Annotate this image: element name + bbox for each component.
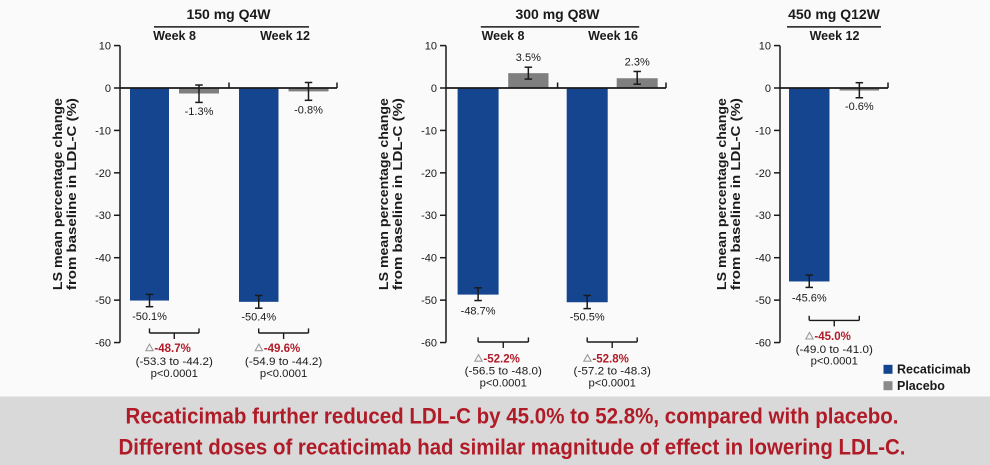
svg-text:-60: -60	[95, 337, 111, 349]
svg-text:-48.7%: -48.7%	[461, 306, 496, 318]
svg-text:-50.5%: -50.5%	[570, 312, 605, 324]
svg-text:Week 8: Week 8	[153, 29, 196, 43]
svg-text:p<0.0001: p<0.0001	[480, 377, 527, 389]
svg-text:-48.7%: -48.7%	[154, 343, 190, 355]
svg-text:Recaticimab: Recaticimab	[897, 363, 971, 377]
svg-text:-0.6%: -0.6%	[845, 101, 874, 113]
svg-text:-40: -40	[421, 253, 437, 265]
svg-text:-45.6%: -45.6%	[792, 292, 827, 304]
svg-text:Different doses of recaticimab: Different doses of recaticimab had simil…	[119, 435, 906, 460]
svg-text:-50: -50	[95, 295, 111, 307]
svg-text:Week 12: Week 12	[810, 29, 860, 43]
svg-text:0: 0	[765, 83, 771, 95]
svg-text:-20: -20	[421, 168, 437, 180]
svg-text:(-53.3 to -44.2): (-53.3 to -44.2)	[136, 356, 213, 368]
svg-text:(-54.9 to -44.2): (-54.9 to -44.2)	[245, 356, 322, 368]
svg-text:-52.2%: -52.2%	[483, 353, 519, 365]
svg-text:-10: -10	[755, 125, 771, 137]
svg-text:LS mean percentage change: LS mean percentage change	[714, 98, 729, 290]
svg-text:-10: -10	[95, 125, 111, 137]
svg-text:-30: -30	[755, 210, 771, 222]
svg-text:-20: -20	[95, 168, 111, 180]
svg-text:-60: -60	[755, 337, 771, 349]
svg-text:-1.3%: -1.3%	[185, 106, 214, 118]
svg-text:2.3%: 2.3%	[625, 56, 650, 68]
svg-text:-30: -30	[421, 210, 437, 222]
svg-text:10: 10	[759, 40, 771, 52]
svg-text:-45.0%: -45.0%	[814, 331, 850, 343]
svg-text:150 mg Q4W: 150 mg Q4W	[186, 6, 271, 22]
svg-text:0: 0	[431, 83, 437, 95]
svg-text:Placebo: Placebo	[897, 379, 945, 393]
svg-text:-20: -20	[755, 168, 771, 180]
svg-text:from baseline in LDL-C (%): from baseline in LDL-C (%)	[728, 98, 743, 290]
svg-text:Week 8: Week 8	[482, 29, 525, 43]
svg-text:-40: -40	[95, 253, 111, 265]
svg-text:-49.6%: -49.6%	[264, 343, 300, 355]
svg-text:-50: -50	[421, 295, 437, 307]
svg-text:300 mg Q8W: 300 mg Q8W	[515, 6, 600, 22]
svg-text:-50: -50	[755, 295, 771, 307]
svg-text:(-57.2 to -48.3): (-57.2 to -48.3)	[574, 366, 651, 378]
svg-text:LS mean percentage change: LS mean percentage change	[50, 98, 65, 290]
svg-text:-40: -40	[755, 253, 771, 265]
svg-text:-30: -30	[95, 210, 111, 222]
svg-text:-60: -60	[421, 337, 437, 349]
svg-text:p<0.0001: p<0.0001	[151, 368, 198, 380]
svg-text:-50.1%: -50.1%	[132, 311, 167, 323]
svg-text:from baseline in LDL-C (%): from baseline in LDL-C (%)	[390, 98, 405, 290]
svg-text:-0.8%: -0.8%	[294, 105, 323, 117]
svg-text:Recaticimab further reduced LD: Recaticimab further reduced LDL-C by 45.…	[126, 404, 899, 429]
svg-text:-52.8%: -52.8%	[592, 353, 628, 365]
svg-text:p<0.0001: p<0.0001	[811, 355, 858, 367]
svg-text:Week 12: Week 12	[260, 29, 310, 43]
svg-text:450 mg Q12W: 450 mg Q12W	[788, 6, 881, 22]
svg-text:-50.4%: -50.4%	[241, 311, 276, 323]
svg-text:p<0.0001: p<0.0001	[260, 368, 307, 380]
svg-text:0: 0	[105, 83, 111, 95]
svg-text:Week 16: Week 16	[588, 29, 638, 43]
svg-text:-10: -10	[421, 125, 437, 137]
svg-text:(-56.5 to -48.0): (-56.5 to -48.0)	[465, 366, 542, 378]
svg-text:LS mean percentage change: LS mean percentage change	[376, 98, 391, 290]
svg-text:10: 10	[425, 40, 437, 52]
svg-text:p<0.0001: p<0.0001	[589, 377, 636, 389]
svg-text:3.5%: 3.5%	[516, 52, 541, 64]
svg-text:from baseline in LDL-C (%): from baseline in LDL-C (%)	[64, 98, 79, 290]
svg-text:(-49.0 to -41.0): (-49.0 to -41.0)	[796, 344, 873, 356]
svg-text:10: 10	[99, 40, 111, 52]
